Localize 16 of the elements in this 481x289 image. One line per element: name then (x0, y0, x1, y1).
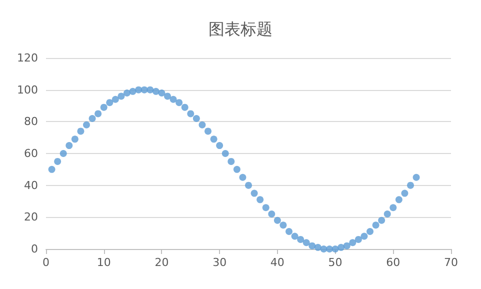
x-tick-label: 10 (96, 256, 111, 269)
y-tick-label: 60 (24, 147, 38, 160)
y-tick-label: 20 (24, 210, 38, 224)
x-tick-label: 40 (270, 256, 284, 269)
chart-title: 图表标题 (208, 20, 272, 38)
x-tick-label: 70 (444, 256, 458, 269)
y-tick-label: 120 (17, 52, 38, 64)
y-tick-label: 100 (17, 83, 38, 96)
y-tick-label: 80 (24, 115, 38, 128)
y-tick-label: 40 (24, 178, 38, 192)
y-tick-label: 0 (31, 242, 38, 256)
x-tick-label: 50 (328, 256, 342, 269)
x-tick-label: 0 (42, 256, 50, 269)
x-tick-label: 60 (386, 256, 400, 269)
x-tick-label: 30 (212, 256, 227, 269)
x-tick-label: 20 (154, 256, 169, 269)
